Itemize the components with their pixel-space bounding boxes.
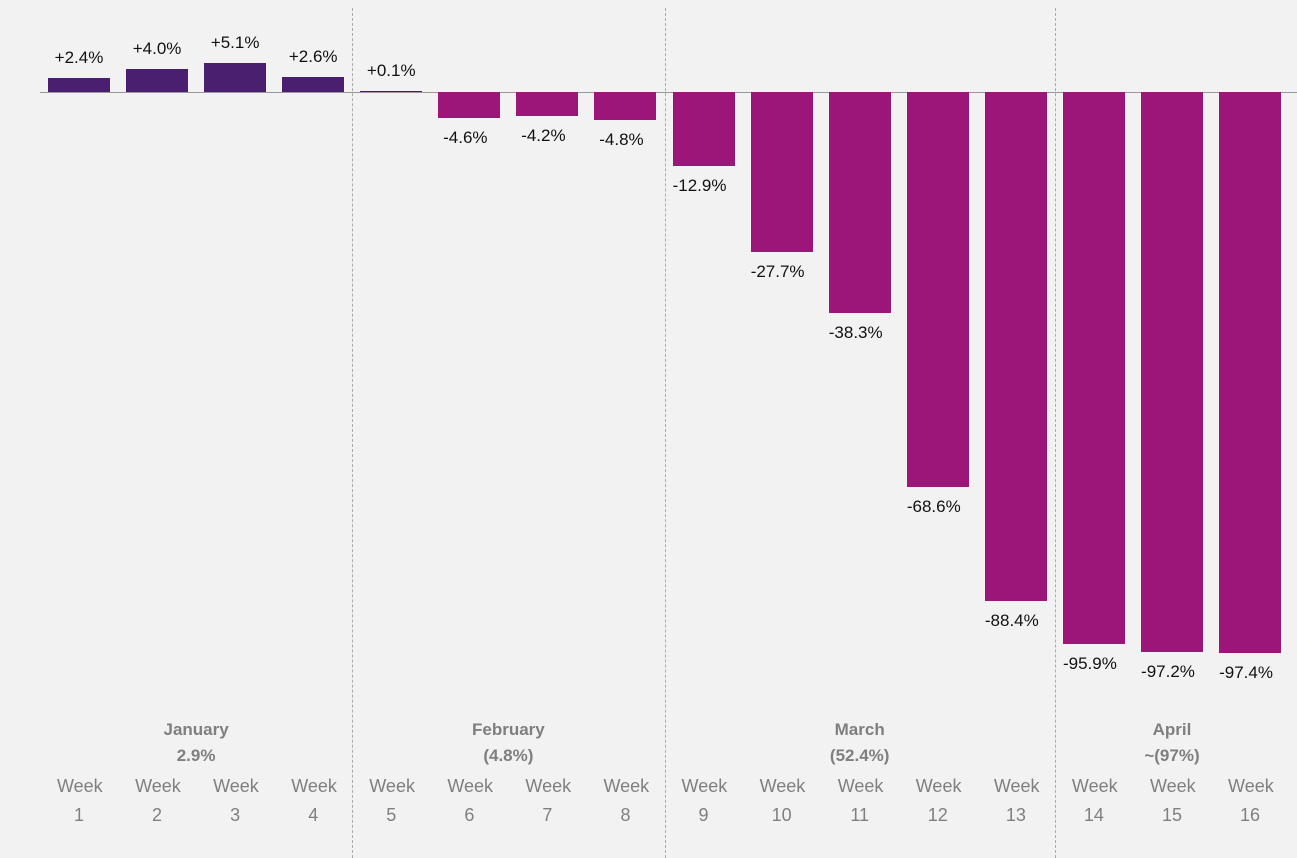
value-label: +0.1% — [366, 61, 416, 81]
bar — [360, 91, 423, 92]
value-label: +2.6% — [288, 47, 338, 67]
x-tick-label: Week 15 — [1149, 776, 1196, 825]
value-label: +5.1% — [210, 32, 260, 52]
value-label: -97.4% — [1219, 663, 1273, 683]
x-tick-label: Week 12 — [915, 776, 962, 825]
bar — [204, 62, 267, 92]
bar — [750, 92, 813, 252]
bar — [48, 78, 110, 92]
bar — [1219, 92, 1282, 654]
value-label: +4.0% — [132, 38, 182, 58]
x-tick-label: Week 13 — [993, 776, 1040, 825]
x-tick-label: Week 7 — [525, 776, 572, 825]
x-tick-label: Week 6 — [447, 776, 494, 825]
group-summary: 2.9% — [176, 746, 216, 765]
x-tick-label: Week 9 — [681, 776, 728, 825]
x-tick-label: Week 14 — [1071, 776, 1118, 825]
value-label: -12.9% — [672, 176, 727, 196]
bar — [282, 77, 345, 92]
value-label: -95.9% — [1062, 654, 1117, 674]
group-divider — [1054, 8, 1056, 858]
group-label: March — [834, 720, 885, 739]
group-label: February — [472, 720, 545, 739]
bar — [126, 68, 189, 92]
x-tick-label: Week 5 — [369, 776, 415, 825]
x-tick-label: Week 2 — [135, 776, 181, 825]
bar — [1140, 92, 1203, 652]
bar — [438, 92, 501, 119]
bar — [984, 92, 1047, 602]
group-divider — [664, 8, 666, 858]
group-summary: (4.8%) — [483, 746, 534, 765]
bar — [594, 92, 657, 120]
group-summary: ~(97%) — [1144, 746, 1200, 765]
bar — [672, 92, 735, 167]
x-tick-label: Week 3 — [213, 776, 259, 825]
x-tick-label: Week 4 — [291, 776, 337, 825]
group-divider — [352, 8, 354, 858]
bar — [516, 92, 579, 117]
value-label: -97.2% — [1141, 661, 1195, 681]
group-label: January — [163, 720, 229, 739]
value-label: +2.4% — [54, 48, 104, 68]
value-label: -88.4% — [984, 611, 1039, 631]
value-label: -4.8% — [599, 129, 644, 149]
x-tick-label: Week 10 — [759, 776, 806, 825]
value-label: -68.6% — [906, 497, 961, 517]
x-tick-label: Week 16 — [1228, 776, 1274, 825]
bar — [828, 92, 891, 313]
value-label: -38.3% — [828, 322, 883, 342]
bar — [906, 92, 969, 488]
value-label: -27.7% — [750, 261, 805, 281]
x-tick-label: Week 1 — [57, 776, 103, 825]
x-tick-label: Week 8 — [603, 776, 650, 825]
x-tick-label: Week 11 — [837, 776, 884, 825]
group-summary: (52.4%) — [829, 746, 890, 765]
bar — [1062, 92, 1125, 645]
zero-line — [40, 92, 1297, 93]
group-label: April — [1152, 720, 1192, 739]
value-label: -4.2% — [521, 126, 566, 146]
value-label: -4.6% — [443, 128, 488, 148]
